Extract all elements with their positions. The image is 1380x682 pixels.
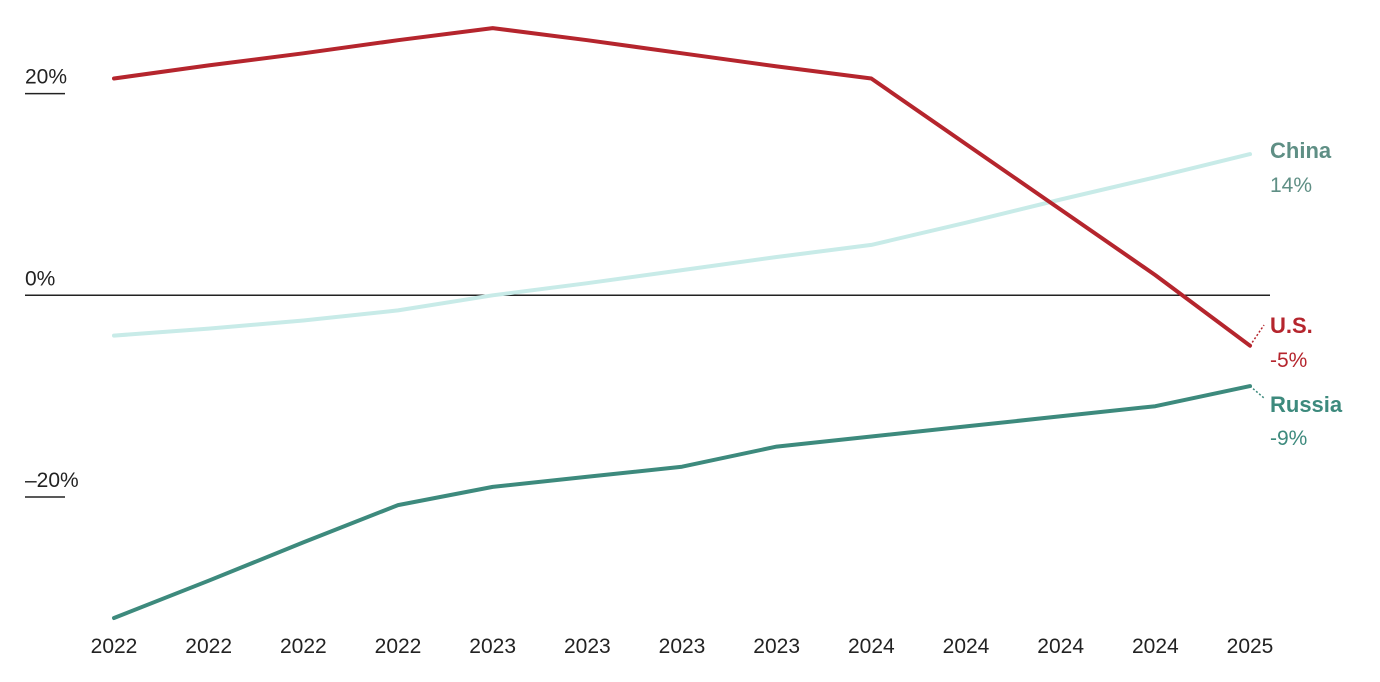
x-tick-label: 2024 xyxy=(1037,635,1084,658)
series-name-label: U.S. xyxy=(1270,313,1313,338)
x-axis: 2022 2022 2022 2022 2023 2023 2023 2023 2024 2024… xyxy=(91,635,1274,658)
series-line-us xyxy=(112,26,1252,348)
x-tick-label: 2023 xyxy=(753,635,800,658)
x-tick-label: 2025 xyxy=(1227,635,1274,658)
series-value-label: -5% xyxy=(1270,349,1307,372)
label-leader xyxy=(1249,324,1265,347)
series-group xyxy=(112,26,1252,620)
series-value-label: -9% xyxy=(1270,427,1307,450)
end-labels: U.S. -5% China 14% Russia -9% xyxy=(1249,138,1343,450)
series-name-label: Russia xyxy=(1270,392,1343,417)
y-axis: 20% 0% –20% xyxy=(25,66,79,498)
series-name-label: China xyxy=(1270,138,1332,163)
label-leader xyxy=(1249,385,1265,399)
x-tick-label: 2024 xyxy=(943,635,990,658)
x-tick-label: 2022 xyxy=(91,635,138,658)
x-tick-label: 2022 xyxy=(375,635,422,658)
y-tick-label: 0% xyxy=(25,267,55,290)
series-line-russia xyxy=(112,384,1252,620)
x-tick-label: 2023 xyxy=(469,635,516,658)
x-tick-label: 2022 xyxy=(280,635,327,658)
x-tick-label: 2024 xyxy=(848,635,895,658)
x-tick-label: 2022 xyxy=(185,635,232,658)
x-tick-label: 2023 xyxy=(659,635,706,658)
x-tick-label: 2023 xyxy=(564,635,611,658)
series-line-china xyxy=(112,152,1252,338)
y-tick-label: –20% xyxy=(25,469,79,492)
series-value-label: 14% xyxy=(1270,174,1312,197)
x-tick-label: 2024 xyxy=(1132,635,1179,658)
y-tick-label: 20% xyxy=(25,66,67,89)
